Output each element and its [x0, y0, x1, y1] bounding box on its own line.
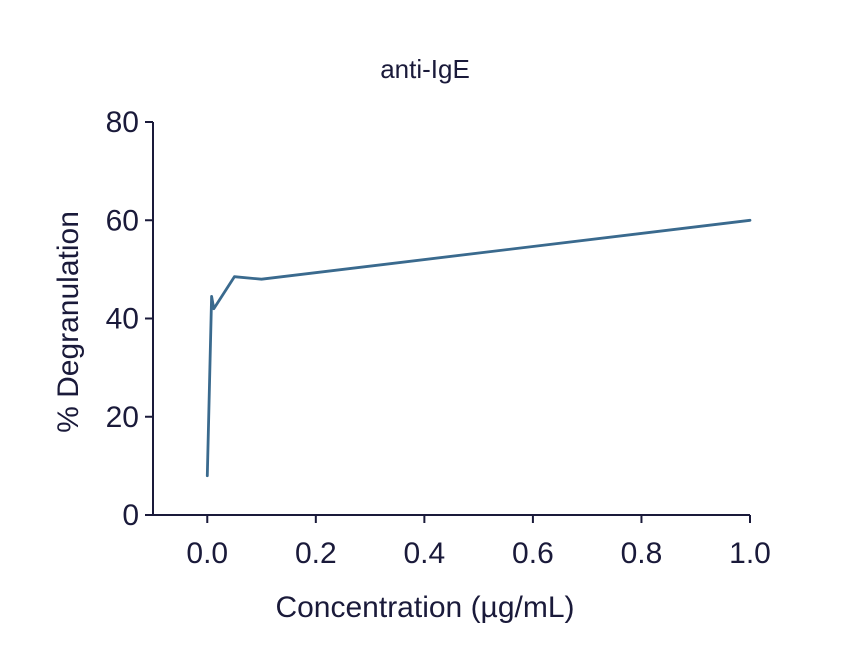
- y-tick-label: 60: [106, 204, 139, 237]
- y-tick-label: 20: [106, 401, 139, 434]
- x-tick-label: 0.4: [404, 537, 446, 570]
- y-ticks: 0 20 40 60 80: [106, 106, 153, 532]
- series-group: [205, 218, 752, 478]
- x-tick-label: 0.6: [512, 537, 554, 570]
- chart-title: anti-IgE: [380, 54, 470, 84]
- y-tick-label: 80: [106, 106, 139, 139]
- y-tick-label: 40: [106, 303, 139, 336]
- x-tick-label: 0.0: [186, 537, 228, 570]
- x-tick-label: 1.0: [729, 537, 771, 570]
- x-ticks: 0.0 0.2 0.4 0.6 0.8 1.0: [186, 515, 771, 570]
- x-axis-label: Concentration (µg/mL): [275, 591, 574, 624]
- x-tick-label: 0.2: [295, 537, 337, 570]
- y-tick-label: 0: [122, 499, 139, 532]
- series-line: [205, 218, 752, 478]
- x-tick-label: 0.8: [621, 537, 663, 570]
- y-axis-label: % Degranulation: [52, 211, 85, 433]
